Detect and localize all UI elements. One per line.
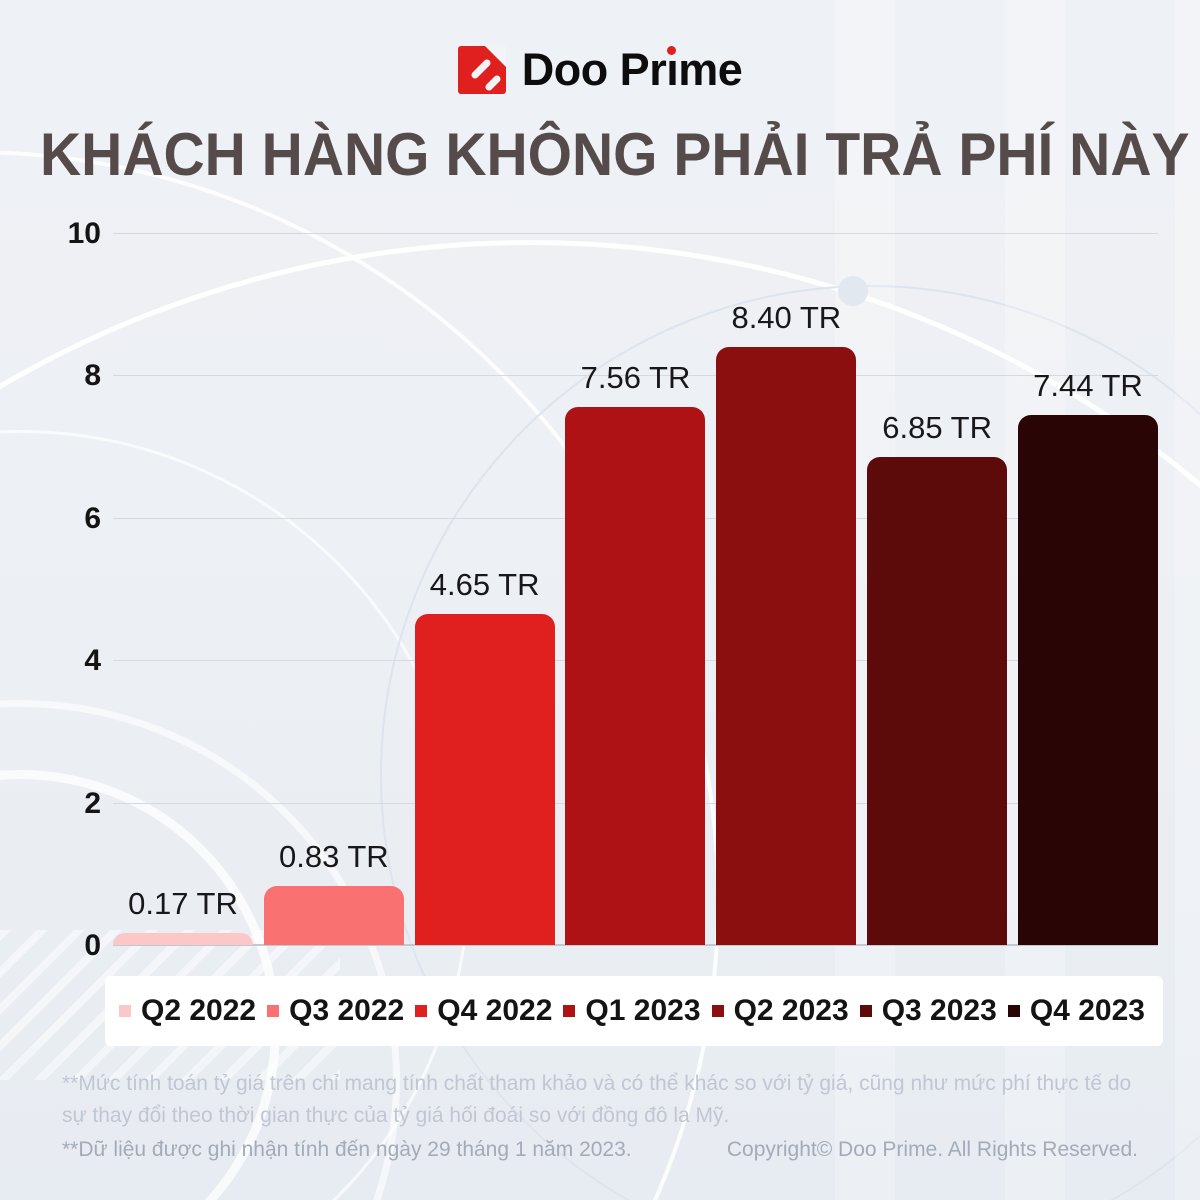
y-tick-label-6: 6 bbox=[84, 501, 101, 535]
bar-q4-2022 bbox=[414, 613, 555, 945]
bar-q1-2023 bbox=[565, 406, 706, 945]
page-title: KHÁCH HÀNG KHÔNG PHẢI TRẢ PHÍ NÀY bbox=[40, 121, 1190, 189]
y-tick-label-10: 10 bbox=[67, 217, 101, 250]
bar-value-label-q1-2023: 7.56 TR bbox=[580, 359, 691, 395]
bar-slot-q3-2023: 6.85 TR bbox=[867, 233, 1008, 945]
legend-swatch-icon bbox=[859, 1005, 872, 1017]
chart-bars: 0.17 TR 0.83 TR 4.65 TR 7.56 TR 8.40 TR 6.85 … bbox=[113, 233, 1158, 945]
brand-i-red-dot: ı bbox=[666, 44, 679, 95]
header: Doo Prıme bbox=[0, 44, 1200, 96]
bar-slot-q3-2022: 0.83 TR bbox=[263, 233, 404, 945]
footnote-exchange-rate: **Mức tính toán tỷ giá trên chỉ mang tín… bbox=[62, 1072, 1132, 1127]
legend-swatch-icon bbox=[563, 1005, 576, 1017]
y-tick-label-4: 4 bbox=[84, 644, 101, 678]
bar-slot-q4-2023: 7.44 TR bbox=[1017, 233, 1158, 945]
bar-q3-2022 bbox=[263, 885, 404, 945]
legend-swatch-icon bbox=[267, 1005, 280, 1017]
bar-value-label-q3-2022: 0.83 TR bbox=[278, 838, 389, 874]
bar-chart: 0 2 4 6 8 10 0.17 TR 0.83 TR 4.65 TR 7.56 TR 8.40… bbox=[68, 219, 1158, 961]
legend-item-q1-2023: Q1 2023 bbox=[563, 994, 701, 1028]
bar-slot-q4-2022: 4.65 TR bbox=[414, 233, 555, 945]
legend-item-q4-2023: Q4 2023 bbox=[1007, 994, 1145, 1028]
bar-slot-q1-2023: 7.56 TR bbox=[565, 233, 706, 945]
bar-q4-2023 bbox=[1017, 415, 1158, 945]
bar-slot-q2-2023: 8.40 TR bbox=[716, 233, 857, 945]
footer: **Dữ liệu được ghi nhận tính đến ngày 29… bbox=[62, 1138, 1138, 1162]
footnote-data-date: **Dữ liệu được ghi nhận tính đến ngày 29… bbox=[62, 1138, 632, 1161]
doo-prime-logo-icon bbox=[457, 46, 506, 94]
legend-item-q4-2022: Q4 2022 bbox=[415, 994, 552, 1028]
legend-label: Q4 2022 bbox=[437, 994, 553, 1027]
legend-label: Q4 2023 bbox=[1029, 994, 1145, 1027]
legend-item-q2-2023: Q2 2023 bbox=[711, 994, 849, 1028]
legend-item-q3-2022: Q3 2022 bbox=[267, 994, 404, 1028]
bar-value-label-q2-2023: 8.40 TR bbox=[731, 299, 842, 335]
legend-swatch-icon bbox=[1007, 1005, 1020, 1017]
legend-swatch-icon bbox=[711, 1005, 724, 1017]
bar-value-label-q4-2023: 7.44 TR bbox=[1033, 368, 1143, 404]
bar-q2-2022 bbox=[113, 932, 253, 945]
legend-item-q2-2022: Q2 2022 bbox=[119, 994, 256, 1028]
bar-value-label-q2-2022: 0.17 TR bbox=[128, 885, 238, 921]
legend-swatch-icon bbox=[119, 1005, 131, 1017]
legend-label: Q3 2023 bbox=[881, 994, 997, 1027]
doo-prime-wordmark: Doo Prıme bbox=[521, 44, 743, 95]
copyright-text: Copyright© Doo Prime. All Rights Reserve… bbox=[726, 1138, 1138, 1161]
legend-label: Q2 2023 bbox=[733, 994, 849, 1027]
gridline-8 bbox=[113, 375, 1158, 377]
chart-legend: Q2 2022 Q3 2022 Q4 2022 Q1 2023 Q2 2023 Q3 20… bbox=[105, 976, 1163, 1046]
y-tick-label-2: 2 bbox=[84, 786, 101, 820]
legend-swatch-icon bbox=[415, 1005, 428, 1017]
bar-value-label-q4-2022: 4.65 TR bbox=[429, 566, 540, 602]
y-tick-label-8: 8 bbox=[84, 359, 101, 393]
legend-label: Q2 2022 bbox=[141, 994, 257, 1027]
legend-label: Q1 2023 bbox=[585, 994, 701, 1027]
bar-q3-2023 bbox=[867, 457, 1008, 945]
legend-label: Q3 2022 bbox=[289, 994, 405, 1027]
bar-value-label-q3-2023: 6.85 TR bbox=[882, 410, 992, 446]
legend-item-q3-2023: Q3 2023 bbox=[859, 994, 997, 1028]
y-tick-label-0: 0 bbox=[84, 929, 101, 962]
bar-slot-q2-2022: 0.17 TR bbox=[113, 233, 253, 945]
chart-baseline bbox=[113, 944, 1158, 946]
bar-q2-2023 bbox=[716, 346, 857, 945]
gridline-10 bbox=[113, 233, 1158, 234]
